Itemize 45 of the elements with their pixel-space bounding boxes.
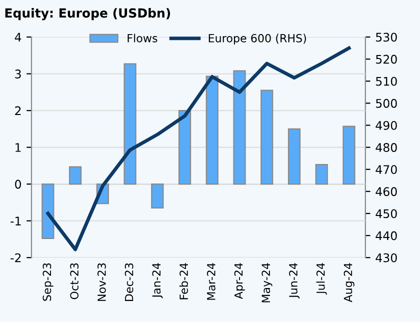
y2-tick-label: 520 bbox=[376, 54, 397, 64]
legend-label: Flows bbox=[128, 34, 158, 42]
bar bbox=[206, 76, 218, 185]
x-tick-label: Apr-24 bbox=[234, 263, 245, 300]
y2-tick-label: 450 bbox=[376, 209, 397, 218]
y2-tick-label: 440 bbox=[376, 231, 397, 240]
y2-tick-label: 530 bbox=[376, 32, 397, 42]
bar bbox=[178, 110, 192, 185]
x-tick-label: Aug-24 bbox=[344, 263, 354, 302]
x-tick-label: Mar-24 bbox=[206, 263, 216, 300]
y2-tick-label: 480 bbox=[376, 143, 397, 152]
x-tick-label: Dec-23 bbox=[124, 263, 134, 302]
bar bbox=[124, 63, 136, 185]
y-tick-label: 1 bbox=[16, 143, 21, 152]
y-tick-label: 3 bbox=[15, 70, 21, 78]
y-tick-label: 2 bbox=[15, 106, 21, 116]
y2-tick-label: 510 bbox=[376, 76, 397, 86]
x-tick-label: Oct-23 bbox=[70, 263, 79, 300]
bar bbox=[151, 184, 164, 209]
chart-title: Equity: Europe (USDbn) bbox=[5, 8, 170, 20]
x-tick-label: Sep-23 bbox=[42, 263, 54, 301]
x-tick-label: Nov-23 bbox=[97, 263, 106, 301]
bar bbox=[233, 70, 246, 185]
y2-tick-label: 430 bbox=[376, 253, 397, 262]
y2-tick-label: 500 bbox=[376, 98, 397, 108]
bar bbox=[315, 164, 328, 185]
x-tick-label: Jun-24 bbox=[289, 263, 300, 299]
x-tick-label: Jul-24 bbox=[316, 263, 327, 295]
line-series bbox=[46, 46, 351, 252]
x-tick-label: May-24 bbox=[262, 263, 272, 302]
y-tick-label: -2 bbox=[10, 253, 21, 262]
y-tick-label: 0 bbox=[15, 180, 21, 189]
bar bbox=[42, 184, 54, 240]
bar bbox=[342, 126, 356, 185]
x-tick-label: Feb-24 bbox=[179, 263, 188, 300]
x-tick-label: Jan-24 bbox=[152, 263, 163, 298]
legend-label: Europe 600 (RHS) bbox=[208, 34, 306, 45]
y2-tick-label: 470 bbox=[376, 165, 397, 174]
y-tick-label: -1 bbox=[10, 216, 21, 226]
bar bbox=[288, 128, 301, 185]
y-tick-label: 4 bbox=[14, 32, 22, 42]
y2-tick-label: 490 bbox=[376, 120, 397, 130]
bar bbox=[68, 166, 82, 185]
bar bbox=[260, 90, 274, 185]
y2-tick-label: 460 bbox=[376, 187, 397, 196]
